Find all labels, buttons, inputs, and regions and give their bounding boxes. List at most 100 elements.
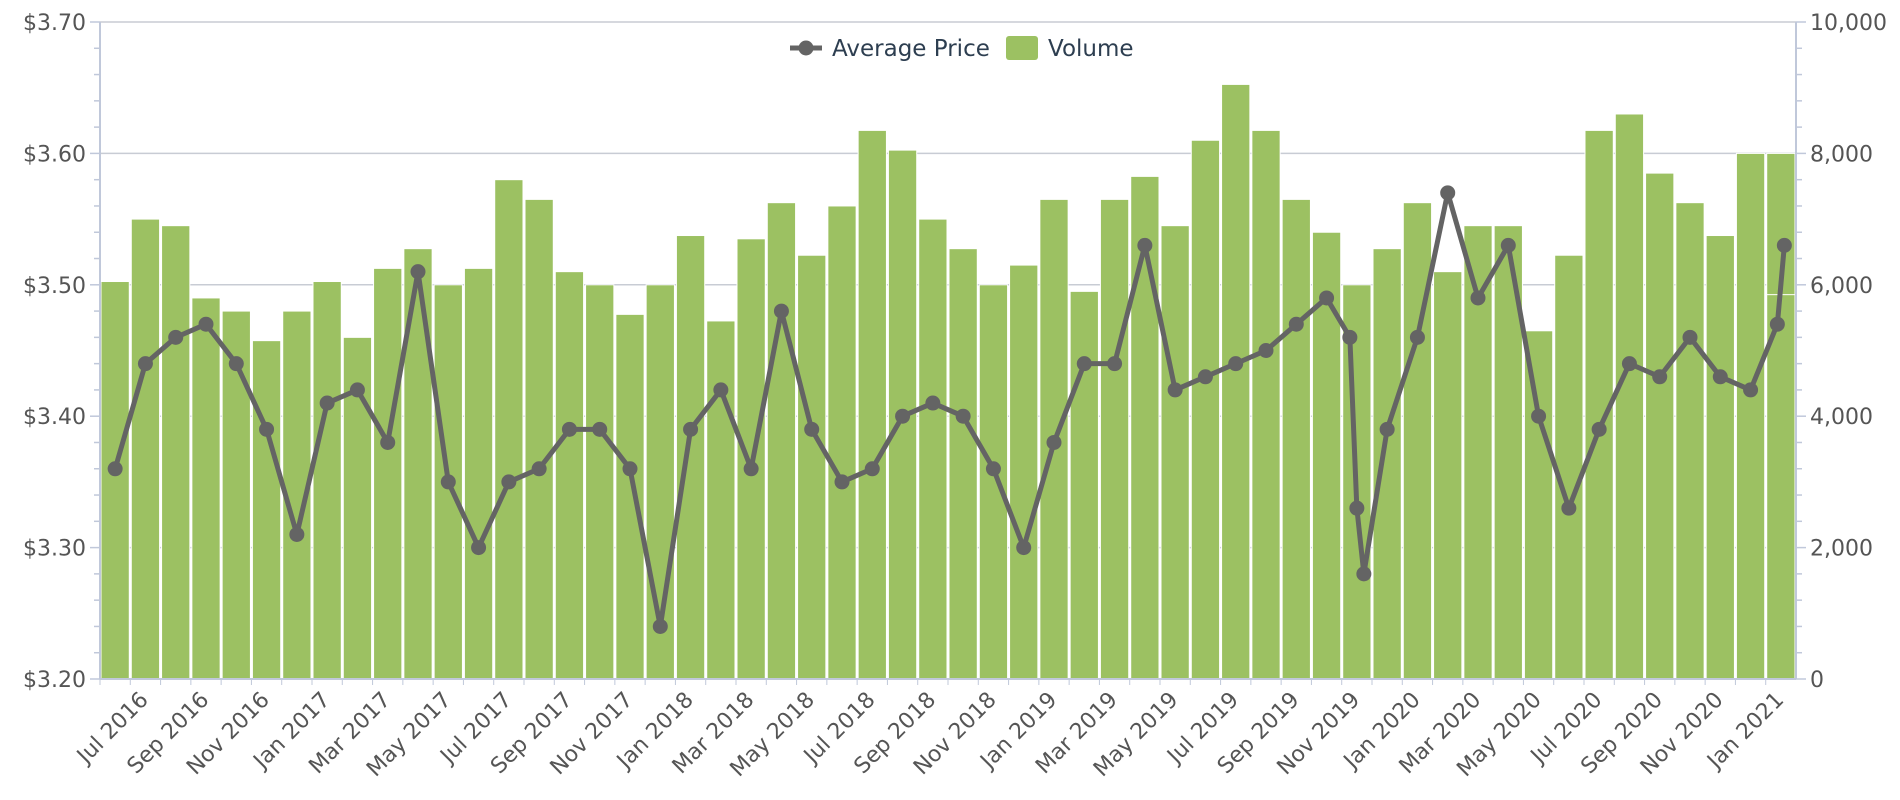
legend-item-volume[interactable]: Volume: [1006, 36, 1134, 62]
average-price-point[interactable]: [380, 434, 396, 450]
average-price-point[interactable]: [107, 461, 123, 477]
average-price-point[interactable]: [592, 421, 608, 437]
average-price-point[interactable]: [804, 421, 820, 437]
average-price-point[interactable]: [410, 264, 426, 280]
volume-bar[interactable]: [251, 340, 282, 680]
average-price-point[interactable]: [1652, 369, 1668, 385]
volume-bar[interactable]: [1130, 175, 1160, 680]
volume-bar[interactable]: [675, 235, 706, 680]
volume-bar[interactable]: [1099, 198, 1130, 680]
average-price-point[interactable]: [1682, 329, 1698, 345]
average-price-point[interactable]: [1500, 237, 1516, 253]
volume-bar[interactable]: [1342, 284, 1372, 680]
average-price-point[interactable]: [1197, 369, 1213, 385]
volume-bar[interactable]: [312, 281, 342, 680]
average-price-point[interactable]: [1107, 356, 1123, 372]
volume-bar[interactable]: [1281, 198, 1311, 680]
average-price-point[interactable]: [622, 461, 638, 477]
average-price-point[interactable]: [1258, 343, 1274, 358]
legend-item-average-price[interactable]: Average Price: [790, 36, 990, 62]
volume-bar[interactable]: [1554, 254, 1584, 680]
average-price-point[interactable]: [1591, 421, 1607, 437]
average-price-point[interactable]: [1769, 316, 1785, 332]
volume-bar[interactable]: [1190, 139, 1221, 680]
volume-bar[interactable]: [1705, 235, 1735, 680]
volume-bar[interactable]: [494, 179, 524, 680]
average-price-point[interactable]: [561, 421, 577, 437]
volume-bar[interactable]: [1251, 129, 1281, 680]
average-price-point[interactable]: [1440, 185, 1456, 201]
average-price-point[interactable]: [925, 395, 941, 411]
volume-bar[interactable]: [463, 267, 494, 680]
average-price-point[interactable]: [137, 356, 153, 372]
volume-bar[interactable]: [1614, 113, 1645, 680]
volume-bar[interactable]: [706, 320, 736, 680]
volume-bar[interactable]: [1402, 202, 1433, 680]
volume-bar[interactable]: [1433, 271, 1463, 680]
volume-bar[interactable]: [1221, 83, 1251, 680]
average-price-point[interactable]: [955, 408, 971, 424]
volume-bar[interactable]: [585, 284, 615, 680]
average-price-point[interactable]: [1319, 290, 1335, 306]
volume-bar[interactable]: [766, 202, 797, 680]
volume-bar[interactable]: [130, 218, 161, 680]
volume-bar[interactable]: [1645, 172, 1675, 680]
average-price-point[interactable]: [1356, 566, 1372, 582]
average-price-point[interactable]: [1342, 329, 1358, 345]
volume-bar[interactable]: [827, 205, 857, 680]
average-price-point[interactable]: [652, 618, 668, 634]
volume-bar[interactable]: [554, 271, 585, 680]
average-price-point[interactable]: [713, 382, 729, 398]
average-price-point[interactable]: [168, 329, 184, 345]
average-price-point[interactable]: [683, 421, 699, 437]
average-price-point[interactable]: [1621, 356, 1637, 372]
average-price-point[interactable]: [1561, 500, 1577, 516]
average-price-point[interactable]: [1167, 382, 1183, 398]
average-price-point[interactable]: [985, 461, 1001, 477]
volume-bar[interactable]: [1523, 330, 1554, 680]
average-price-point[interactable]: [349, 382, 365, 398]
average-price-point[interactable]: [1016, 540, 1032, 556]
average-price-point[interactable]: [289, 526, 305, 542]
volume-bar[interactable]: [1735, 152, 1766, 680]
average-price-point[interactable]: [1379, 421, 1395, 437]
average-price-point[interactable]: [319, 395, 335, 411]
average-price-point[interactable]: [198, 316, 214, 332]
volume-bar[interactable]: [797, 254, 827, 680]
average-price-point[interactable]: [1712, 369, 1728, 385]
volume-bar[interactable]: [1069, 290, 1099, 680]
volume-bar[interactable]: [373, 267, 403, 680]
volume-bar[interactable]: [100, 281, 130, 680]
volume-bar[interactable]: [524, 198, 554, 680]
average-price-point[interactable]: [531, 461, 547, 477]
average-price-point[interactable]: [834, 474, 850, 490]
volume-bar[interactable]: [1675, 202, 1705, 680]
average-price-point[interactable]: [1349, 500, 1365, 516]
volume-bar[interactable]: [615, 313, 645, 680]
average-price-point[interactable]: [743, 461, 759, 477]
volume-bar[interactable]: [1372, 248, 1402, 680]
average-price-point[interactable]: [1137, 237, 1153, 253]
average-price-point[interactable]: [228, 356, 244, 372]
volume-bar[interactable]: [1766, 294, 1796, 680]
average-price-point[interactable]: [773, 303, 789, 319]
volume-bar[interactable]: [191, 297, 221, 680]
average-price-point[interactable]: [440, 474, 456, 490]
volume-bar[interactable]: [978, 284, 1009, 680]
average-price-point[interactable]: [1409, 329, 1425, 345]
volume-bar[interactable]: [857, 129, 887, 680]
legend[interactable]: Average Price Volume: [790, 36, 1134, 62]
average-price-point[interactable]: [1046, 434, 1062, 450]
volume-bar[interactable]: [1160, 225, 1190, 680]
average-price-point[interactable]: [1743, 382, 1759, 398]
volume-bar[interactable]: [1009, 264, 1039, 680]
volume-bar[interactable]: [948, 248, 978, 680]
average-price-point[interactable]: [895, 408, 911, 424]
average-price-point[interactable]: [1288, 316, 1304, 332]
average-price-point[interactable]: [1531, 408, 1547, 424]
volume-bar[interactable]: [918, 218, 948, 680]
average-price-point[interactable]: [259, 421, 275, 437]
average-price-point[interactable]: [1228, 356, 1244, 372]
volume-bar[interactable]: [161, 225, 191, 680]
average-price-point[interactable]: [1076, 356, 1092, 372]
